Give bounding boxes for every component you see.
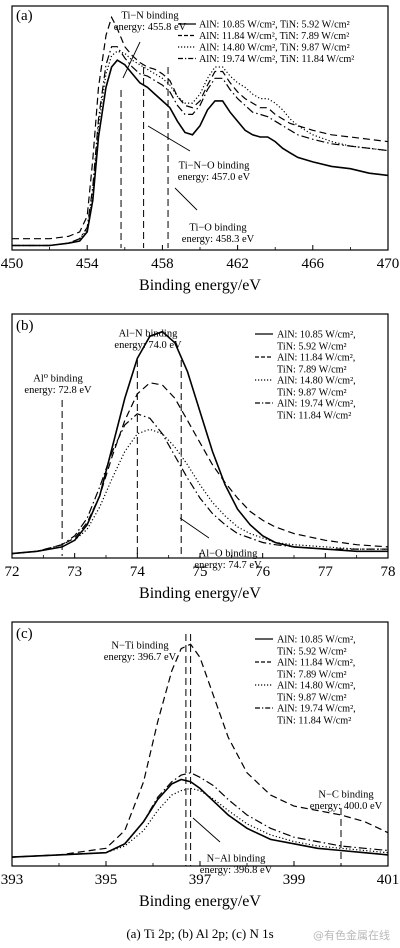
figure-caption: (a) Ti 2p; (b) Al 2p; (c) N 1s: [126, 926, 274, 941]
x-tick-label: 454: [76, 256, 99, 272]
annotation-label: Al−O binding: [199, 549, 258, 560]
legend-item: AlN: 19.74 W/cm²,: [277, 704, 356, 715]
annotation-label: Ti−N binding: [121, 11, 179, 22]
legend-item: TiN: 9.87 W/cm²: [277, 693, 347, 704]
x-tick-label: 399: [283, 872, 306, 888]
series-line-dashed: [11, 382, 389, 555]
annotation-label: Ti−N−O binding: [179, 161, 250, 172]
legend-item: TiN: 5.92 W/cm²: [277, 342, 347, 353]
annotation-label: energy: 455.8 eV: [114, 22, 187, 33]
x-tick-label: 73: [67, 564, 82, 580]
chart-panel-c: 393 395 397 399 401 Binding energy/eV (c) N−Ti …: [1, 621, 400, 910]
series-line-dashed: [11, 643, 389, 858]
legend-item: AlN: 19.74 W/cm²,: [277, 399, 356, 410]
chart-panel-a: 450 454 458 462 466 470 Binding energy/eV (a) Ti…: [1, 5, 400, 294]
legend-item: TiN: 5.92 W/cm²: [277, 647, 347, 658]
panel-label: (b): [16, 318, 34, 334]
annotation-leader: [147, 125, 191, 152]
x-tick-label: 75: [193, 564, 208, 580]
x-tick-label: 72: [5, 564, 20, 580]
panel-label: (a): [16, 8, 33, 24]
series-line-solid: [12, 59, 389, 247]
legend-item: AlN: 10.85 W/cm², TiN: 5.92 W/cm²: [199, 20, 350, 31]
legend-item: AlN: 14.80 W/cm², TiN: 9.87 W/cm²: [199, 43, 350, 54]
legend-item: TiN: 7.89 W/cm²: [277, 670, 347, 681]
annotation-label: energy: 396.7 eV: [104, 652, 177, 663]
series-line-dotted: [11, 428, 388, 555]
x-tick-label: 393: [1, 872, 24, 888]
annotation-label: Al⁰ binding: [33, 374, 83, 385]
x-tick-label: 470: [377, 256, 400, 272]
x-tick-label: 450: [1, 256, 24, 272]
series-line-dotted: [12, 50, 389, 247]
series-line-dashdot: [12, 46, 389, 247]
chart-panel-b: 72 73 74 75 76 77 78 Binding energy/eV (b) Al−N b…: [5, 313, 396, 602]
x-tick-label: 78: [381, 564, 396, 580]
series-line-dashdot: [11, 413, 388, 555]
legend-item: TiN: 7.89 W/cm²: [277, 365, 347, 376]
x-axis-label: Binding energy/eV: [139, 277, 261, 294]
watermark: @有色金属在线: [313, 929, 390, 942]
x-tick-label: 74: [130, 564, 146, 580]
annotation-leader: [192, 817, 221, 843]
x-tick-label: 395: [95, 872, 118, 888]
annotation-label: energy: 74.0 eV: [114, 340, 182, 351]
legend-item: AlN: 14.80 W/cm²,: [277, 376, 356, 387]
legend-item: TiN: 9.87 W/cm²: [277, 388, 347, 399]
legend-item: AlN: 11.84 W/cm²,: [277, 353, 355, 364]
annotation-leader: [179, 517, 210, 539]
x-tick-label: 458: [151, 256, 174, 272]
x-tick-label: 76: [255, 564, 271, 580]
x-axis-label: Binding energy/eV: [139, 893, 261, 910]
legend-item: AlN: 19.74 W/cm², TiN: 11.84 W/cm²: [199, 54, 354, 65]
legend-item: AlN: 11.84 W/cm², TiN: 7.89 W/cm²: [199, 31, 349, 42]
x-tick-label: 466: [302, 256, 325, 272]
annotation-label: energy: 457.0 eV: [178, 172, 251, 183]
x-tick-label: 77: [318, 564, 334, 580]
annotation-label: N−Al binding: [207, 854, 266, 865]
annotation-leader: [174, 187, 198, 211]
legend-item: AlN: 11.84 W/cm²,: [277, 658, 355, 669]
panel-label: (c): [16, 626, 33, 642]
annotation-label: Al−N binding: [119, 329, 178, 340]
x-tick-label: 401: [377, 872, 400, 888]
series-line-solid: [11, 330, 388, 555]
annotation-leader: [122, 41, 141, 79]
legend-item: AlN: 14.80 W/cm²,: [277, 681, 356, 692]
annotation-label: Ti−O binding: [189, 223, 247, 234]
annotation-label: energy: 396.8 eV: [200, 865, 273, 876]
legend-item: AlN: 10.85 W/cm²,: [277, 330, 356, 341]
annotation-label: energy: 458.3 eV: [182, 234, 255, 245]
legend-item: TiN: 11.84 W/cm²: [277, 411, 351, 422]
series-line-dashdot: [11, 772, 389, 858]
annotation-label: energy: 72.8 eV: [24, 385, 92, 396]
annotation-label: N−Ti binding: [111, 641, 169, 652]
x-axis-label: Binding energy/eV: [139, 585, 261, 602]
x-tick-label: 462: [226, 256, 249, 272]
annotation-label: N−C binding: [318, 790, 374, 801]
legend-item: AlN: 10.85 W/cm²,: [277, 635, 356, 646]
x-tick-label: 397: [189, 872, 212, 888]
legend-item: TiN: 11.84 W/cm²: [277, 716, 351, 727]
annotation-label: energy: 400.0 eV: [310, 801, 383, 812]
annotation-label: energy: 74.7 eV: [194, 560, 262, 571]
series-line-dashed: [12, 15, 389, 240]
